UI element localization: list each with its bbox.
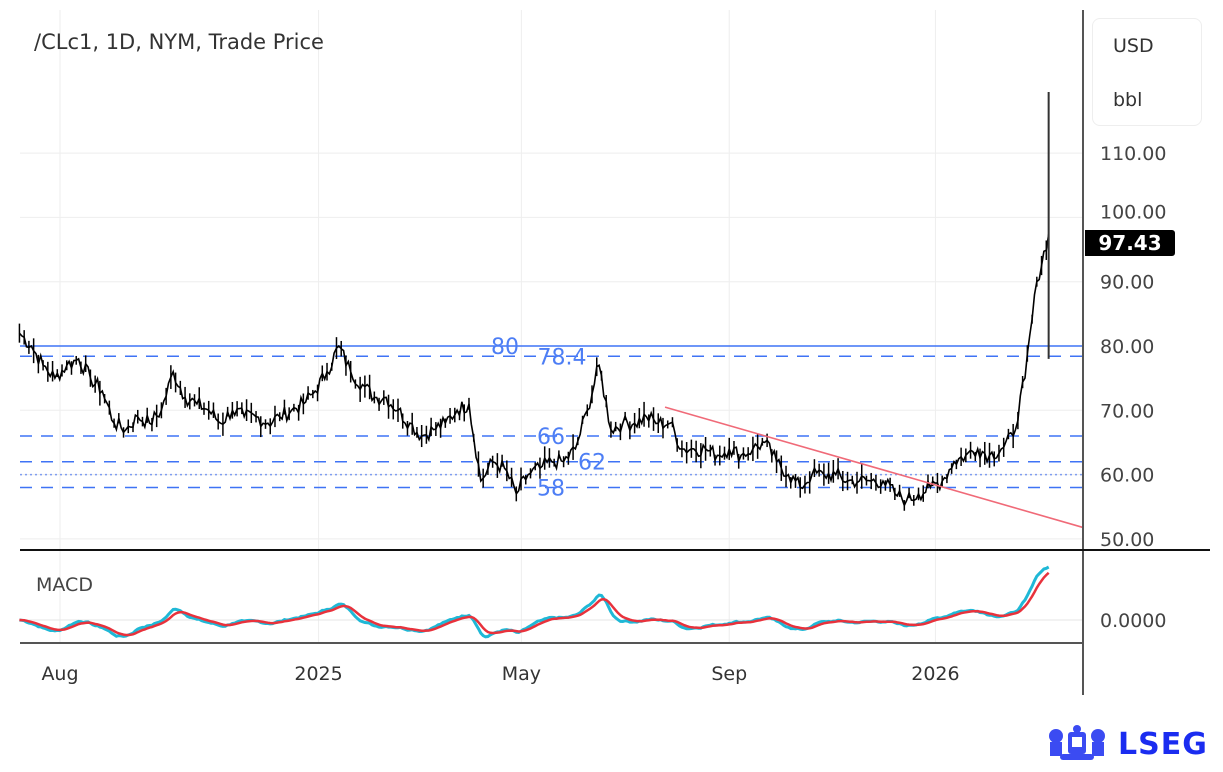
y-tick-label: 80.00 <box>1100 336 1154 358</box>
y-tick-label: 60.00 <box>1100 465 1154 487</box>
macd-y-tick-label: 0.0000 <box>1100 610 1166 632</box>
trendline <box>664 406 1083 529</box>
unit-selector[interactable]: USD bbl <box>1092 18 1202 126</box>
x-tick-label: Sep <box>711 663 747 685</box>
macd-label: MACD <box>36 574 93 596</box>
x-tick-label: May <box>502 663 541 685</box>
y-tick-label: 90.00 <box>1100 272 1154 294</box>
lseg-crest-icon <box>1049 725 1105 760</box>
level-label: 62 <box>578 451 606 476</box>
level-label: 58 <box>537 476 565 501</box>
chart-title: /CLc1, 1D, NYM, Trade Price <box>34 30 324 54</box>
x-tick-label: Aug <box>41 663 78 685</box>
x-tick-label: 2025 <box>294 663 342 685</box>
currency-label: USD <box>1113 35 1154 57</box>
lseg-logo: LSEG <box>1046 724 1208 764</box>
lseg-wordmark: LSEG <box>1118 726 1208 762</box>
y-tick-label: 70.00 <box>1100 400 1154 422</box>
price-line <box>18 233 1050 508</box>
macd-signal-line <box>19 571 1050 637</box>
level-label: 78.4 <box>538 345 587 370</box>
x-tick-label: 2026 <box>911 663 959 685</box>
y-tick-label: 100.00 <box>1100 201 1166 223</box>
unit-label: bbl <box>1113 89 1143 111</box>
y-tick-label: 50.00 <box>1100 529 1154 551</box>
level-label: 66 <box>537 425 565 450</box>
last-price-tag: 97.43 <box>1085 230 1175 256</box>
y-tick-label: 110.00 <box>1100 143 1166 165</box>
